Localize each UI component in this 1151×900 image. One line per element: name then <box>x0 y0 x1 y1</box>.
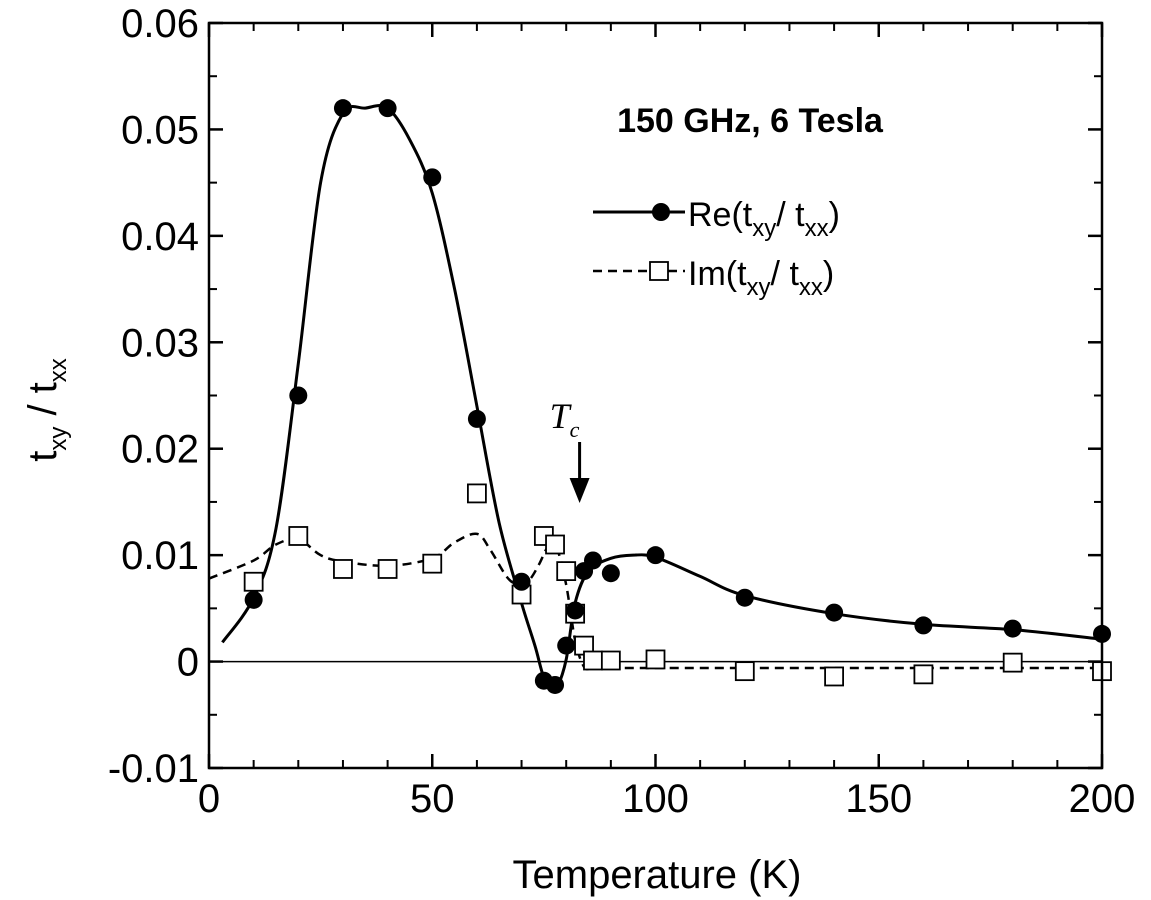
y-tick-label: 0.04 <box>121 215 199 259</box>
re-data-point <box>735 588 754 607</box>
re-data-point <box>546 675 565 694</box>
im-data-point <box>243 571 264 592</box>
re-data-point <box>289 386 308 405</box>
y-axis-title: txy / txx <box>21 358 72 462</box>
tick-layer: 0 50 100 150 200-0.0100.010.020.030.040.050.… <box>108 2 1136 821</box>
im-data-point <box>333 559 353 579</box>
im-data-point <box>422 553 443 574</box>
re-data-point <box>601 564 620 583</box>
im-data-point <box>545 534 565 555</box>
re-data-point <box>1003 619 1022 638</box>
fit-curve-layer <box>208 104 1103 692</box>
y-axis-title-text: txy / txx <box>21 358 72 462</box>
im-data-point <box>913 664 934 685</box>
x-tick-label: 0 <box>198 777 220 821</box>
re-data-point <box>378 99 397 118</box>
re-data-point <box>566 601 585 620</box>
y-tick-label: 0.06 <box>121 2 199 46</box>
x-tick-label: 50 <box>410 777 455 821</box>
im-data-point <box>645 649 666 670</box>
re-fit-curve <box>221 104 1103 692</box>
re-data-point <box>512 572 531 591</box>
x-axis-title: Temperature (K) <box>513 853 802 897</box>
legend-re-marker <box>652 203 670 221</box>
im-data-point <box>734 661 755 682</box>
y-tick-label: 0.01 <box>121 534 199 578</box>
re-data-point <box>914 616 933 635</box>
tc-label-main: T <box>550 396 573 436</box>
im-data-point <box>466 483 487 504</box>
x-tick-label: 150 <box>845 777 912 821</box>
tc-annotation: Tc <box>550 396 590 503</box>
im-data-point <box>824 666 844 687</box>
y-tick-label: 0.05 <box>121 108 199 152</box>
tc-label-sub: c <box>570 417 580 442</box>
re-data-point <box>467 409 486 428</box>
chart-title: 150 GHz, 6 Tesla <box>617 102 884 140</box>
re-data-point <box>583 551 602 570</box>
tc-label: Tc <box>550 396 580 442</box>
legend-im-label: Im(txy/ txx) <box>688 255 834 301</box>
legend-re-label: Re(txy/ txx) <box>688 196 840 242</box>
legend-im-marker <box>649 261 669 281</box>
re-data-point <box>646 546 665 565</box>
im-data-point <box>288 526 309 546</box>
im-data-point <box>556 561 577 582</box>
tc-arrow-head <box>569 478 590 503</box>
re-data-point <box>557 636 576 655</box>
re-data-point <box>333 99 352 118</box>
x-tick-label: 200 <box>1069 777 1136 821</box>
im-data-point <box>600 650 621 671</box>
y-tick-label: 0.03 <box>121 321 199 365</box>
re-data-point <box>423 168 442 187</box>
y-tick-label: 0 <box>177 641 199 685</box>
im-data-point <box>583 650 603 671</box>
re-data-point <box>244 590 263 609</box>
y-tick-label: 0.02 <box>121 428 199 472</box>
data-marker-layer <box>243 99 1112 694</box>
legend: Re(txy/ txx) Im(txy/ txx) <box>593 196 840 301</box>
im-data-point <box>1002 652 1023 673</box>
x-tick-label: 100 <box>622 777 689 821</box>
im-data-point <box>377 559 398 579</box>
y-tick-label: -0.01 <box>108 747 199 791</box>
re-data-point <box>825 603 844 622</box>
